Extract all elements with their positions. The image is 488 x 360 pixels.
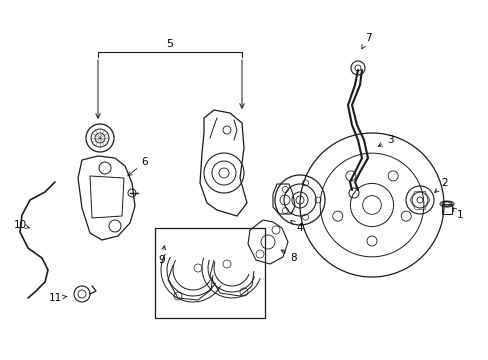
- Bar: [441, 204, 451, 214]
- Text: 2: 2: [434, 178, 447, 193]
- Text: 4: 4: [290, 220, 303, 233]
- Text: 8: 8: [281, 250, 297, 263]
- Text: 5: 5: [166, 39, 173, 49]
- Text: 1: 1: [452, 208, 462, 220]
- Bar: [155, 228, 264, 318]
- Text: 9: 9: [159, 246, 165, 265]
- Text: 3: 3: [378, 135, 392, 146]
- Text: 6: 6: [128, 157, 148, 176]
- Text: 11: 11: [48, 293, 67, 303]
- Text: 7: 7: [361, 33, 370, 49]
- Text: 10: 10: [13, 220, 29, 230]
